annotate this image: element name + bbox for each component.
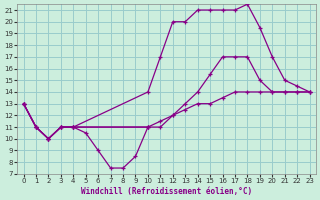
X-axis label: Windchill (Refroidissement éolien,°C): Windchill (Refroidissement éolien,°C) [81,187,252,196]
